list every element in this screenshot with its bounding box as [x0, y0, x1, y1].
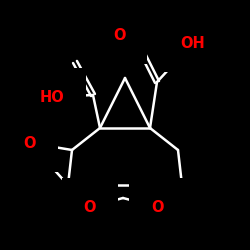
Text: O: O — [84, 200, 96, 214]
Text: O: O — [24, 136, 36, 150]
Text: O: O — [113, 28, 125, 42]
Text: OH: OH — [180, 36, 206, 51]
Text: HO: HO — [40, 90, 64, 104]
Text: O: O — [151, 200, 163, 214]
